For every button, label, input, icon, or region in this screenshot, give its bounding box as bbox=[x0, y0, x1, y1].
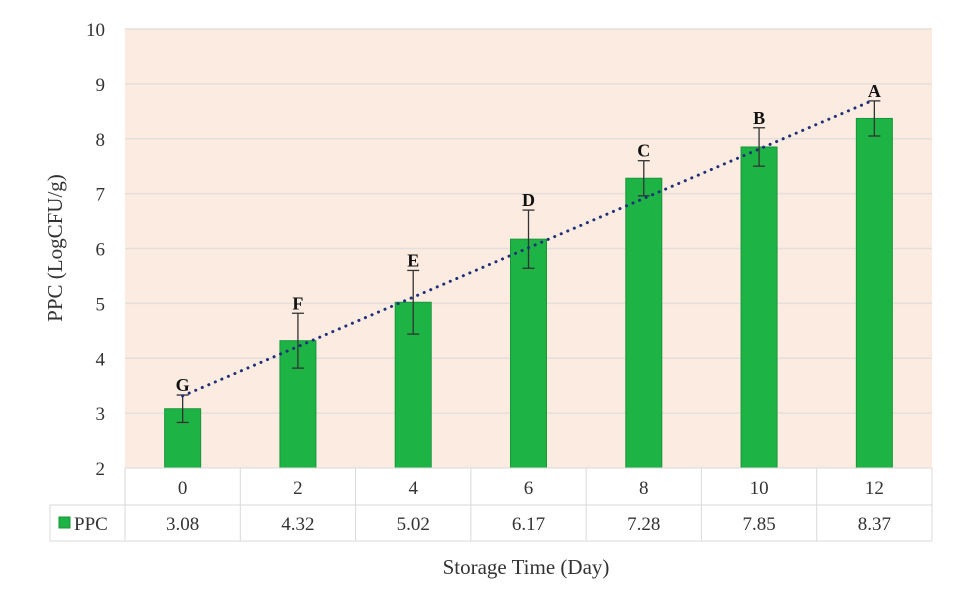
x-category-label: 2 bbox=[293, 478, 303, 499]
x-category-label: 10 bbox=[750, 478, 769, 499]
significance-letter: C bbox=[637, 141, 650, 161]
data-table-value: 7.28 bbox=[627, 514, 660, 535]
y-tick-label: 7 bbox=[96, 185, 106, 206]
data-table-value: 8.37 bbox=[858, 514, 891, 535]
x-category-label: 8 bbox=[639, 478, 649, 499]
x-axis-title: Storage Time (Day) bbox=[443, 555, 610, 579]
data-table-value: 3.08 bbox=[166, 514, 199, 535]
y-tick-label: 3 bbox=[96, 404, 106, 425]
y-tick-label: 6 bbox=[96, 240, 106, 261]
legend-label: PPC bbox=[74, 514, 108, 535]
significance-letter: F bbox=[292, 293, 303, 313]
data-table-value: 6.17 bbox=[512, 514, 545, 535]
bar bbox=[855, 117, 893, 469]
x-category-label: 6 bbox=[524, 478, 534, 499]
y-tick-label: 5 bbox=[96, 294, 106, 315]
bar bbox=[625, 177, 663, 469]
y-tick-label: 8 bbox=[96, 130, 106, 151]
trendline bbox=[181, 98, 876, 398]
x-category-label: 4 bbox=[408, 478, 418, 499]
significance-letter: D bbox=[522, 190, 535, 210]
significance-letter: G bbox=[176, 375, 190, 395]
y-tick-label: 2 bbox=[96, 459, 106, 480]
y-axis-title: PPC (LogCFU/g) bbox=[43, 174, 67, 322]
bar bbox=[740, 146, 778, 469]
bar bbox=[510, 238, 547, 469]
data-table-value: 5.02 bbox=[397, 514, 430, 535]
significance-letter: E bbox=[407, 250, 419, 270]
significance-letter: A bbox=[868, 81, 881, 101]
x-category-label: 12 bbox=[865, 478, 884, 499]
x-category-label: 0 bbox=[178, 478, 188, 499]
y-tick-label: 4 bbox=[96, 349, 106, 370]
y-tick-label: 9 bbox=[96, 75, 106, 96]
significance-letter: B bbox=[753, 108, 765, 128]
data-table-value: 7.85 bbox=[742, 514, 775, 535]
legend-swatch bbox=[58, 516, 71, 529]
y-tick-label: 10 bbox=[86, 20, 105, 41]
data-table-value: 4.32 bbox=[281, 514, 314, 535]
